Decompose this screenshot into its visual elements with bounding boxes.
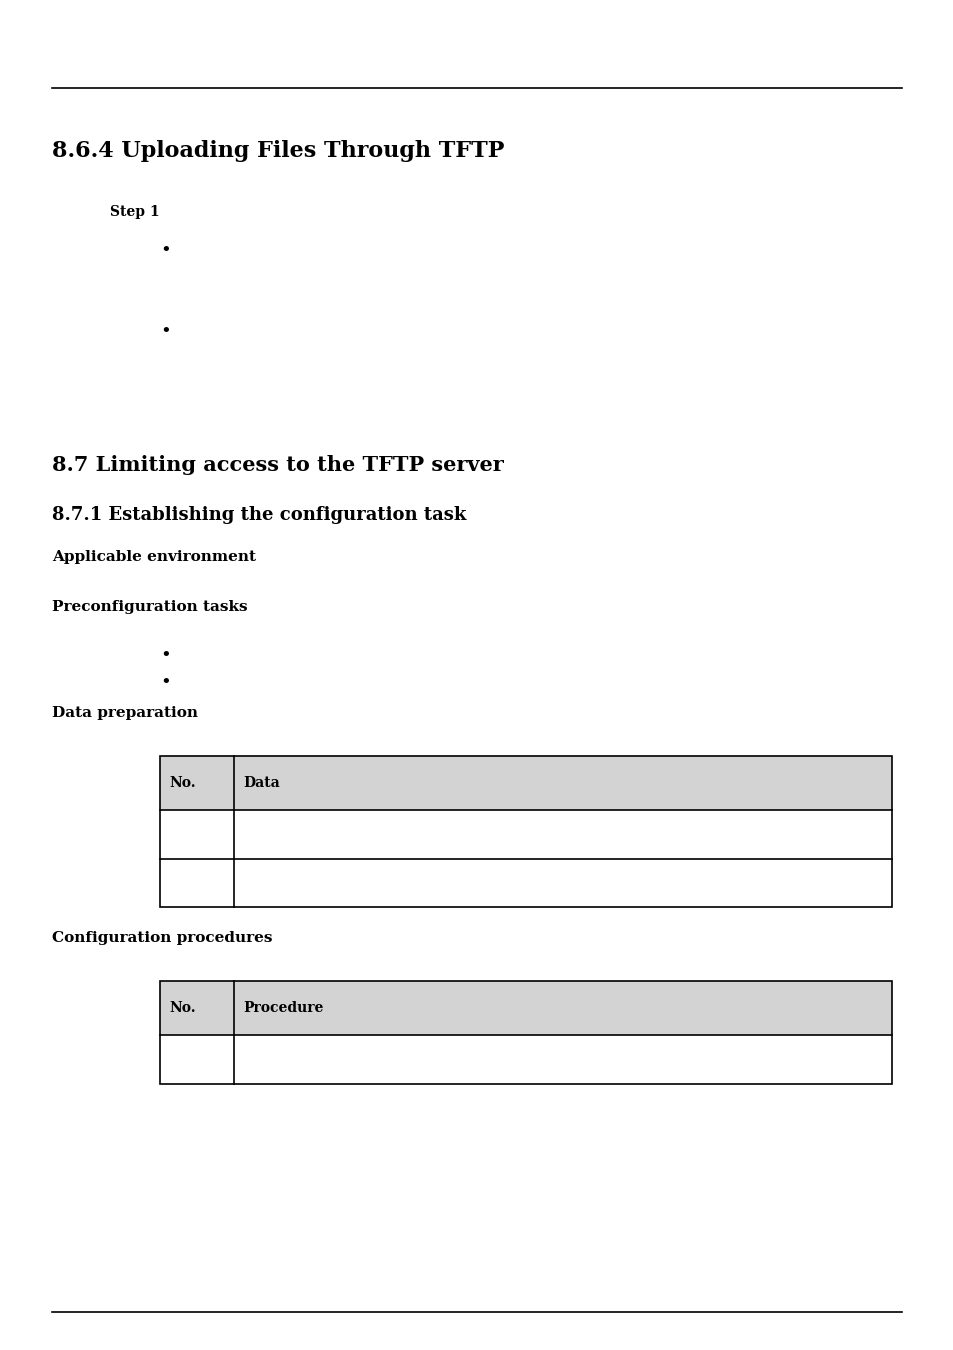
Text: No.: No. [170,776,196,790]
Bar [160,981,891,1084]
Bar [160,756,891,907]
Text: •: • [160,672,171,691]
Text: 8.7 Limiting access to the TFTP server: 8.7 Limiting access to the TFTP server [52,455,504,475]
Text: Data preparation: Data preparation [52,706,198,720]
Text: •: • [160,645,171,664]
Text: Applicable environment: Applicable environment [52,551,256,564]
Text: Configuration procedures: Configuration procedures [52,931,273,945]
Text: Procedure: Procedure [243,1002,323,1015]
Text: •: • [160,240,171,259]
Text: No.: No. [170,1002,196,1015]
Text: Data: Data [243,776,280,790]
Text: 8.6.4 Uploading Files Through TFTP: 8.6.4 Uploading Files Through TFTP [52,140,504,162]
Bar [160,981,891,1035]
Text: Preconfiguration tasks: Preconfiguration tasks [52,601,248,614]
Text: 8.7.1 Establishing the configuration task: 8.7.1 Establishing the configuration tas… [52,506,466,524]
Bar [160,756,891,810]
Text: Step 1: Step 1 [110,205,159,219]
Text: •: • [160,321,171,340]
